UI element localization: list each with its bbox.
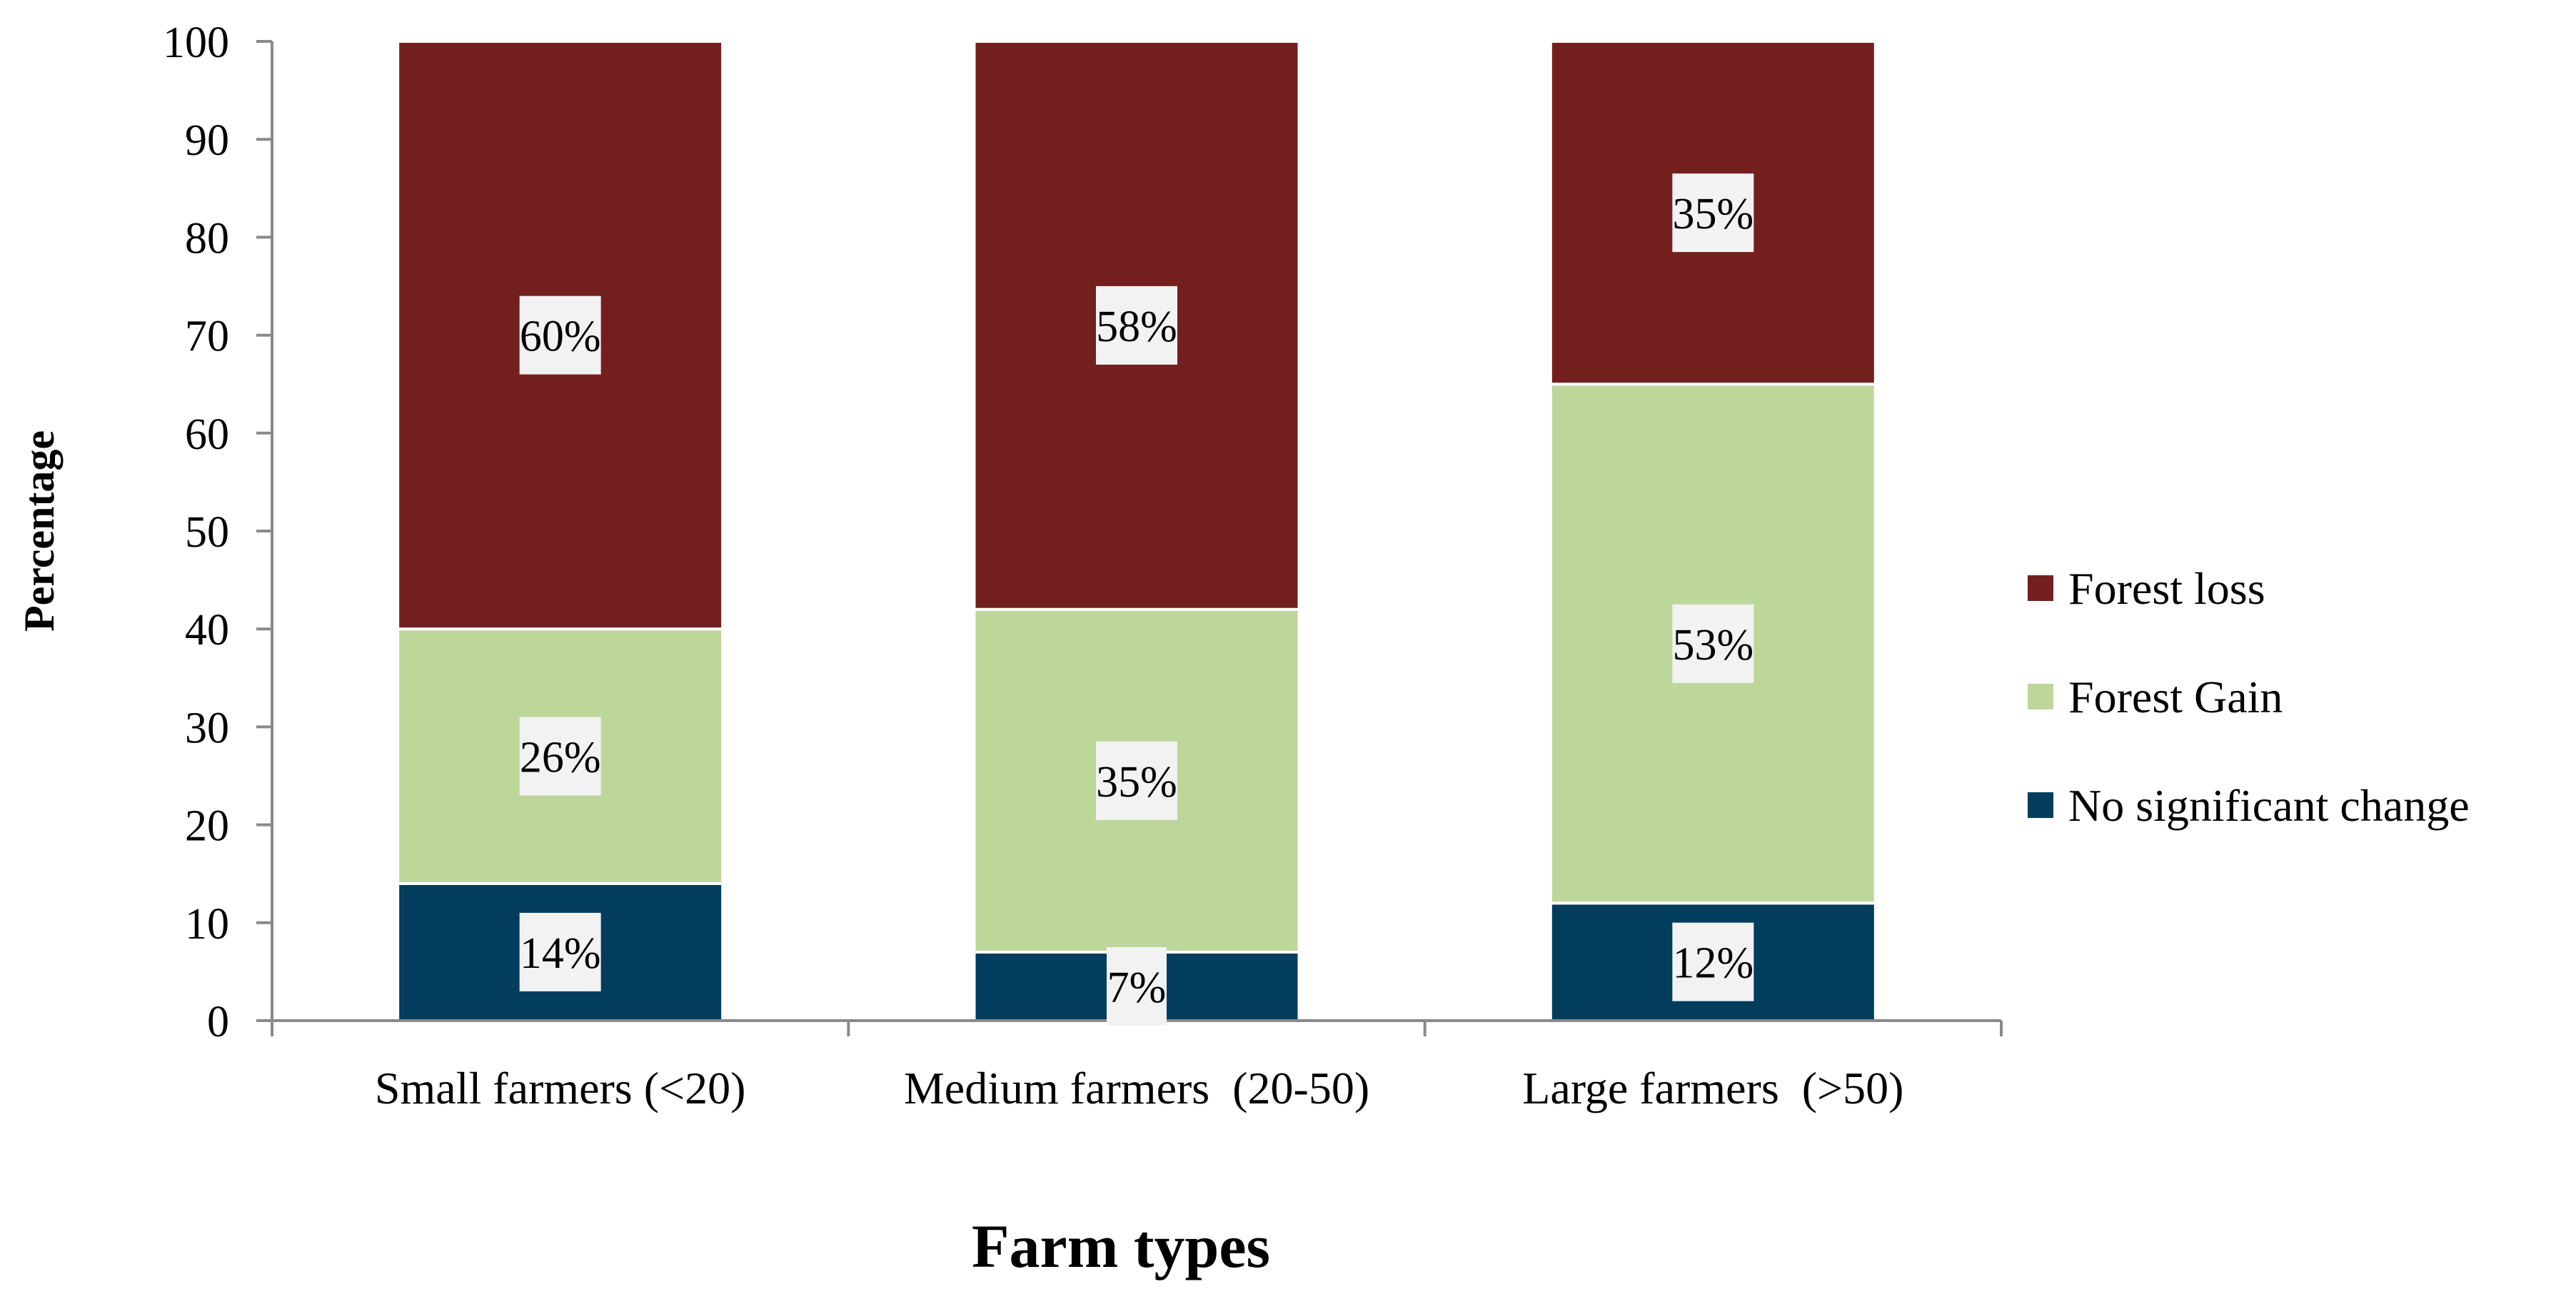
y-tick-label: 20 <box>185 802 229 851</box>
y-tick-label: 0 <box>207 998 229 1046</box>
legend-swatch-no-significant-change <box>2028 792 2053 818</box>
axes-layer: 0 10 20 30 40 50 60 70 80 90 100 Small farmers (<20… <box>163 19 2003 1113</box>
data-label-box-no-significant-change-2 <box>1107 946 1167 1026</box>
legend-label-forest-loss: Forest loss <box>2068 563 2265 614</box>
x-tick-label-1: Small farmers (<20) <box>375 1063 746 1113</box>
data-label-box-forest-gain-1 <box>519 717 601 796</box>
data-label-box-forest-gain-2 <box>1096 741 1177 820</box>
data-label-no-significant-change-1: 14% <box>520 929 601 978</box>
legend: Forest loss Forest Gain No significant cha… <box>2028 563 2470 831</box>
y-tick-label: 60 <box>185 410 229 459</box>
data-label-box-no-significant-change-1 <box>519 912 601 991</box>
x-tick-label-2: Medium farmers (20-50) <box>904 1063 1369 1113</box>
legend-swatch-forest-loss <box>2028 575 2053 601</box>
data-label-forest-gain-1: 26% <box>520 734 601 782</box>
y-tick-label: 100 <box>163 19 229 67</box>
data-label-box-forest-loss-3 <box>1672 173 1754 253</box>
y-axis-title: Percentage <box>16 430 63 632</box>
y-tick-label: 40 <box>185 606 229 654</box>
y-tick-label: 30 <box>185 704 229 752</box>
data-label-box-forest-loss-2 <box>1096 285 1177 365</box>
data-label-forest-loss-3: 35% <box>1673 190 1754 238</box>
bars-layer <box>396 40 1877 1023</box>
data-label-box-no-significant-change-3 <box>1672 922 1754 1001</box>
y-tick-label: 50 <box>185 508 229 557</box>
data-label-box-forest-loss-1 <box>519 295 601 375</box>
data-label-forest-loss-2: 58% <box>1096 303 1177 351</box>
x-tick-label-3: Large farmers (>50) <box>1522 1063 1903 1113</box>
legend-swatch-forest-gain <box>2028 684 2053 709</box>
data-label-forest-gain-2: 35% <box>1096 758 1177 807</box>
data-label-forest-loss-1: 60% <box>520 313 601 361</box>
data-label-no-significant-change-3: 12% <box>1673 939 1754 988</box>
y-tick-label: 70 <box>185 313 229 361</box>
y-tick-label: 80 <box>185 214 229 263</box>
legend-label-forest-gain: Forest Gain <box>2068 672 2283 722</box>
data-label-forest-gain-3: 53% <box>1673 621 1754 669</box>
legend-label-no-significant-change: No significant change <box>2068 780 2470 831</box>
data-labels-layer: 14% 26% 60% 7% 35% 58% 12% 53% 35% <box>519 173 1754 1026</box>
y-tick-label: 90 <box>185 116 229 165</box>
data-label-no-significant-change-2: 7% <box>1107 964 1167 1012</box>
data-label-box-forest-gain-3 <box>1672 604 1754 683</box>
x-axis-title: Farm types <box>972 1212 1270 1280</box>
y-tick-label: 10 <box>185 900 229 949</box>
